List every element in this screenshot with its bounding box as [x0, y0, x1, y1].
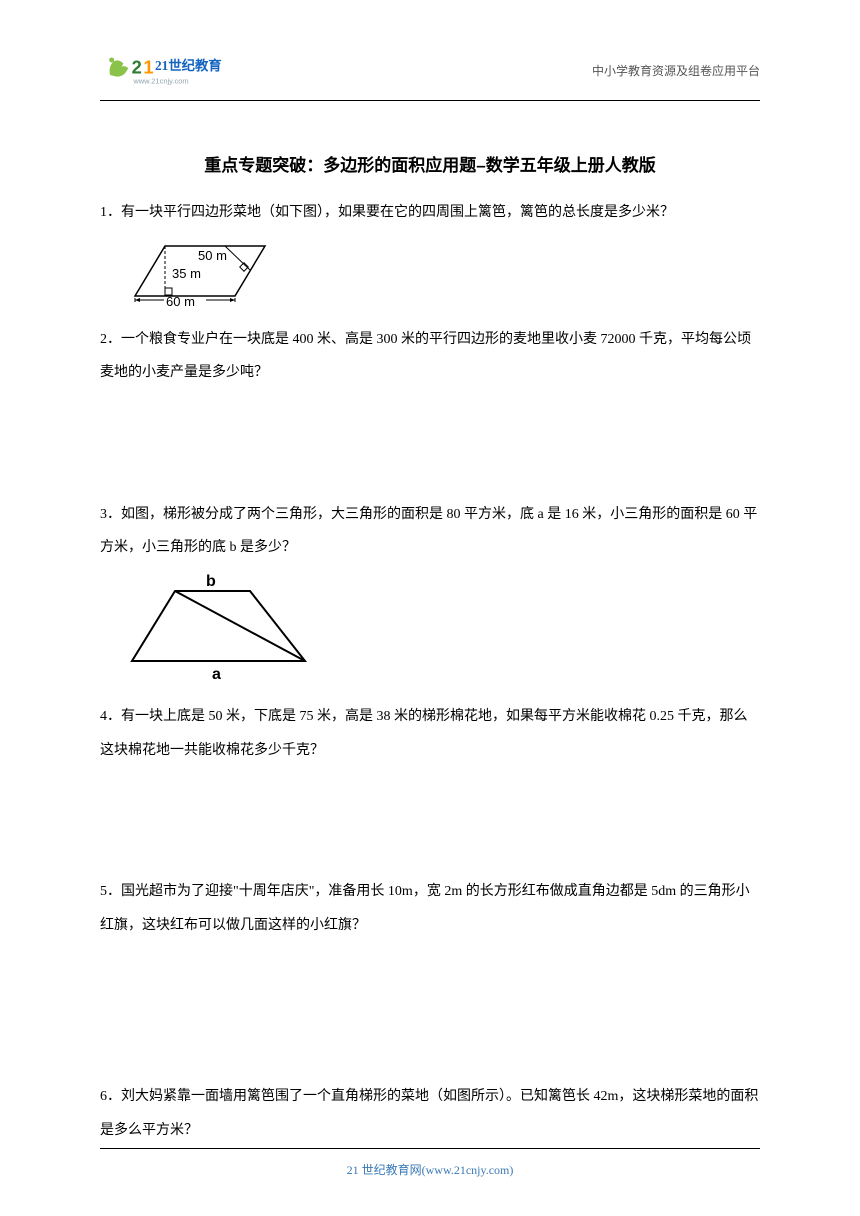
header-divider: [100, 100, 760, 101]
logo-icon: 2 1 21世纪教育 www.21cnjy.com: [100, 50, 250, 90]
question-4: 4．有一块上底是 50 米，下底是 75 米，高是 38 米的梯形棉花地，如果每…: [100, 700, 760, 767]
question-1: 1．有一块平行四边形菜地（如下图），如果要在它的四周围上篱笆，篱笆的总长度是多少…: [100, 196, 760, 230]
svg-text:2: 2: [132, 56, 142, 77]
logo-sub-text: www.21cnjy.com: [132, 76, 188, 85]
question-3: 3．如图，梯形被分成了两个三角形，大三角形的面积是 80 平方米，底 a 是 1…: [100, 498, 760, 565]
question-3-figure: b a: [120, 573, 760, 688]
logo-area: 2 1 21世纪教育 www.21cnjy.com: [100, 50, 250, 90]
fig3-bottom-label: a: [212, 666, 221, 683]
svg-text:1: 1: [143, 56, 153, 77]
fig3-top-label: b: [206, 573, 216, 590]
fig1-bottom-label: 60 m: [166, 294, 195, 309]
fig1-top-label: 50 m: [198, 248, 227, 263]
fig1-height-label: 35 m: [172, 266, 201, 281]
footer-text: 21 世纪教育网(www.21cnjy.com): [100, 1161, 760, 1178]
question-1-figure: 50 m 35 m 60 m: [130, 238, 760, 315]
spacer-2: [100, 398, 760, 498]
page-header: 2 1 21世纪教育 www.21cnjy.com 中小学教育资源及组卷应用平台: [100, 50, 760, 90]
question-2: 2．一个粮食专业户在一块底是 400 米、高是 300 米的平行四边形的麦地里收…: [100, 323, 760, 390]
page-container: 2 1 21世纪教育 www.21cnjy.com 中小学教育资源及组卷应用平台…: [0, 0, 860, 1216]
page-title: 重点专题突破：多边形的面积应用题–数学五年级上册人教版: [100, 151, 760, 176]
spacer-5: [100, 950, 760, 1080]
question-6: 6．刘大妈紧靠一面墙用篱笆围了一个直角梯形的菜地（如图所示）。已知篱笆长 42m…: [100, 1080, 760, 1147]
page-footer: 21 世纪教育网(www.21cnjy.com): [100, 1148, 760, 1178]
spacer-4: [100, 775, 760, 875]
question-5: 5．国光超市为了迎接"十周年店庆"，准备用长 10m，宽 2m 的长方形红布做成…: [100, 875, 760, 942]
footer-divider: [100, 1148, 760, 1149]
header-right-text: 中小学教育资源及组卷应用平台: [592, 62, 760, 79]
logo-main-text: 21世纪教育: [155, 57, 222, 73]
